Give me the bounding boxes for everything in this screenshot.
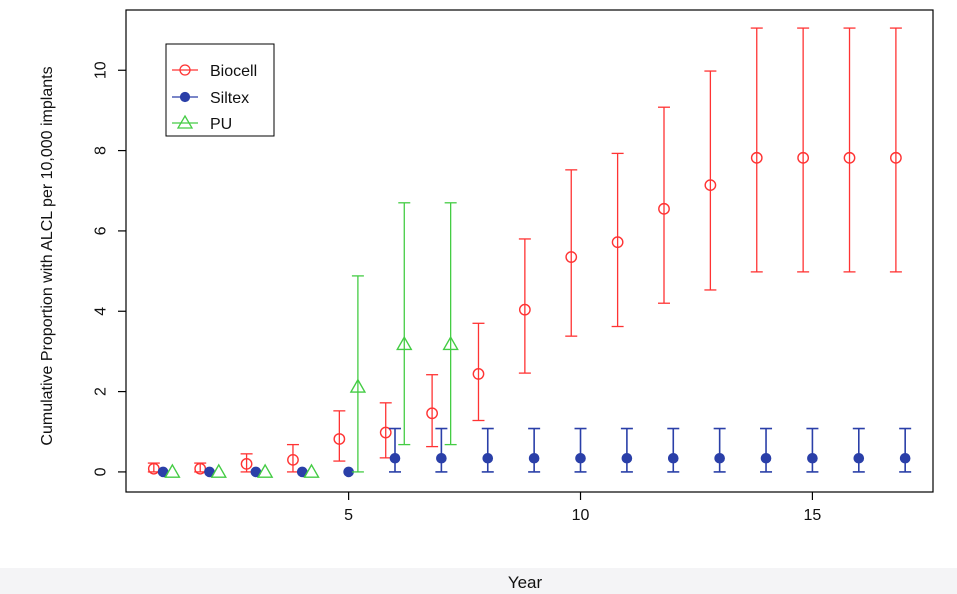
legend: Biocell Siltex PU (165, 43, 275, 137)
y-tick-label: 10 (93, 61, 110, 79)
y-tick-label: 2 (93, 387, 110, 396)
data-point-biocell (704, 179, 717, 192)
legend-label-siltex: Siltex (210, 90, 249, 107)
legend-marker-siltex (179, 91, 191, 103)
data-point-biocell (750, 151, 763, 164)
data-point-pu (256, 463, 274, 478)
legend-marker-pu (176, 114, 194, 129)
legend-item-siltex: Siltex (172, 90, 249, 107)
legend-label-biocell: Biocell (210, 63, 257, 80)
data-point-biocell (379, 426, 392, 439)
data-point-siltex (436, 452, 447, 464)
series-biocell (147, 27, 902, 475)
data-point-siltex (807, 452, 818, 464)
data-point-siltex (528, 452, 540, 464)
data-point-biocell (658, 202, 670, 215)
bottom-background-band (0, 568, 957, 594)
data-point-biocell (565, 251, 578, 263)
data-point-biocell (797, 151, 810, 164)
y-tick-label: 6 (93, 226, 110, 235)
y-axis: 0 2 4 6 8 10 (93, 61, 126, 476)
data-point-biocell (518, 303, 531, 316)
legend-item-pu: PU (172, 114, 232, 133)
data-point-biocell (611, 236, 624, 249)
data-point-pu (210, 463, 227, 478)
series-pu (164, 202, 459, 478)
data-point-siltex (389, 452, 401, 464)
legend-item-biocell: Biocell (172, 63, 257, 80)
data-point-biocell (472, 368, 485, 380)
data-point-biocell (843, 151, 856, 164)
data-point-siltex (760, 452, 772, 464)
series-layer (147, 27, 912, 478)
x-tick-label: 10 (572, 507, 590, 524)
data-point-siltex (899, 452, 911, 464)
data-point-siltex (575, 452, 586, 464)
data-point-siltex (667, 452, 679, 464)
data-point-biocell (287, 453, 299, 466)
data-point-pu (349, 378, 367, 393)
data-point-biocell (240, 457, 253, 470)
data-point-siltex (621, 452, 633, 464)
legend-label-pu: PU (210, 116, 232, 133)
legend-box (165, 43, 275, 137)
plot-frame (125, 9, 934, 493)
y-tick-label: 8 (93, 146, 110, 155)
legend-marker-biocell (179, 64, 191, 76)
x-tick-label: 5 (344, 507, 353, 524)
data-point-siltex (482, 452, 494, 464)
data-point-pu (396, 335, 413, 351)
x-axis: 5 10 15 (344, 492, 821, 524)
data-point-biocell (889, 151, 902, 164)
x-tick-label: 15 (804, 507, 822, 524)
y-tick-label: 4 (93, 307, 110, 316)
data-point-biocell (333, 433, 346, 445)
data-point-pu (164, 463, 181, 478)
x-axis-label: Year (508, 573, 543, 592)
data-point-pu (303, 463, 320, 478)
data-point-siltex (853, 452, 865, 464)
data-point-siltex (714, 452, 725, 464)
series-siltex (157, 427, 912, 478)
y-tick-label: 0 (93, 467, 110, 476)
data-point-pu (442, 335, 459, 351)
y-axis-label: Cumulative Proportion with ALCL per 10,0… (39, 66, 56, 445)
data-point-biocell (426, 407, 439, 420)
